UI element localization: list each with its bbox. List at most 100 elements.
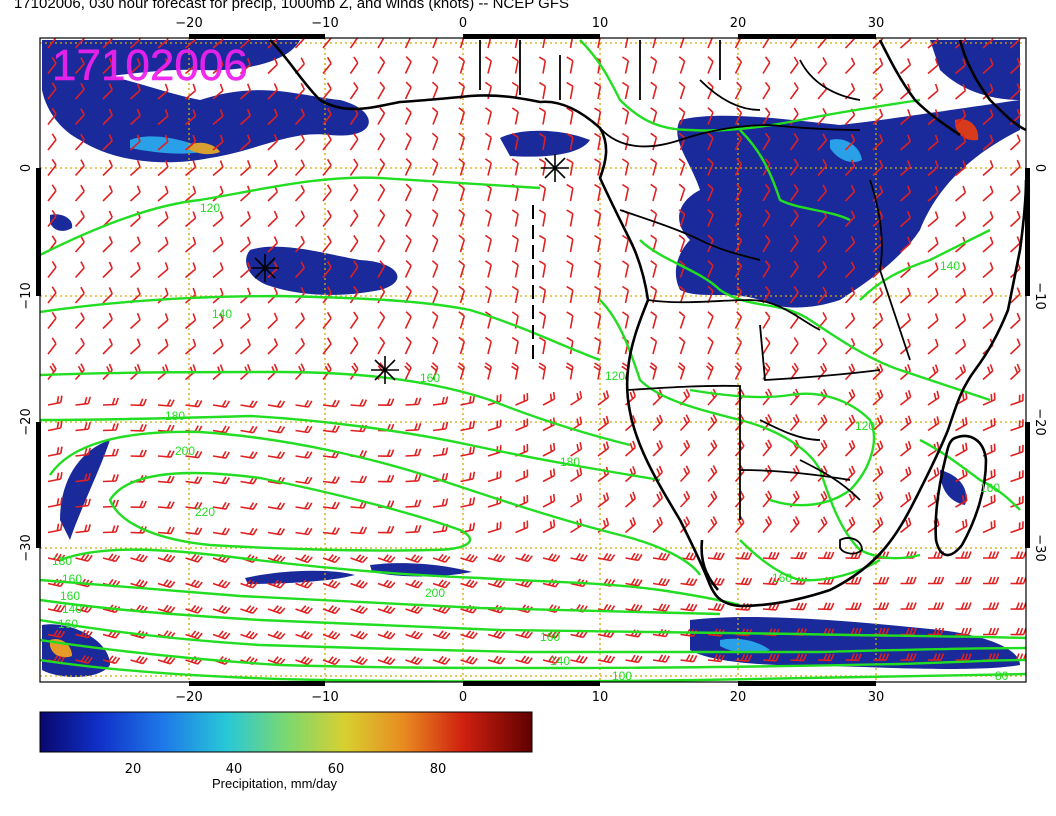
wind-barb [734,260,743,278]
wind-barb [844,414,856,432]
wind-barb [649,362,658,380]
wind-barb [322,235,332,253]
wind-barb [184,236,197,253]
wind-barb [405,422,422,432]
wind-barb [542,553,561,562]
wind-barb [239,160,251,177]
wind-barb [322,107,332,126]
wind-barb [322,554,341,564]
wind-barb [130,449,147,458]
lat-axis-left: 0 −10 −20 −30 [19,164,34,562]
wind-barb [511,234,519,253]
wind-barb [955,602,972,610]
lon-axis-top: −20 −10 0 10 20 30 [175,16,884,31]
wind-barb [240,502,258,510]
wind-barb [570,391,583,406]
wind-barb [240,527,258,536]
wind-barb [844,261,856,279]
wind-barb [212,579,231,589]
wind-barb [983,627,1000,636]
wind-barb [267,451,286,459]
frame-tick-bars [36,34,1030,686]
wind-barb [294,133,306,151]
wind-barb [129,185,141,202]
wind-barb [734,311,743,329]
wind-barb [322,158,332,177]
wind-barb [762,577,780,586]
wind-barb [872,389,884,406]
wind-barb [872,185,884,202]
wind-barb [650,132,658,151]
wind-barb [349,184,359,202]
wind-barb [762,551,780,560]
wind-barb [817,653,835,662]
wind-barb [102,474,119,483]
wind-barb [762,490,773,508]
country-border [759,419,861,501]
wind-barb [267,312,279,330]
wind-barb [762,628,780,637]
wind-barb [982,418,996,432]
wind-barb [624,389,637,406]
wind-barb [487,470,502,483]
wind-barb [621,107,630,125]
colorbar-ticks: 20 40 60 80 [125,762,447,777]
wind-barb [349,235,359,253]
wind-barb [625,603,643,613]
wind-barb [570,442,583,457]
wind-barb [927,262,939,279]
wind-barb [566,260,574,278]
wind-barb [322,260,332,279]
wind-barb [377,260,386,278]
wind-barb [538,183,547,202]
wind-barb [295,656,313,666]
wind-barb [652,654,670,663]
wind-barb [680,577,698,586]
wind-barb [678,285,686,304]
wind-barb [240,451,258,459]
contour-label: 140 [940,259,960,273]
wind-barb [511,209,519,227]
wind-barb [294,286,306,304]
wind-barb [677,362,686,380]
wind-barb [322,399,340,408]
wind-barb [431,107,439,125]
wind-barb [185,476,203,484]
wind-barb [593,362,602,380]
wind-barb [983,576,1000,585]
wind-barb [460,630,478,640]
wind-barb [377,81,386,100]
wind-barb [762,260,771,278]
wind-barb [294,184,306,202]
wind-barb [377,132,386,151]
wind-barb [74,286,85,304]
wind-barb [322,425,340,433]
wind-barb [129,83,141,100]
wind-barb [570,493,583,508]
wind-barb [789,414,800,432]
wind-barb [565,362,574,380]
wind-barb [267,554,286,564]
contour-label: 140 [212,307,232,321]
wind-barb [542,493,556,508]
wind-barb [817,551,835,560]
wind-barb [212,160,224,177]
lon-tick-label: −20 [175,690,202,705]
wind-barb [707,654,725,663]
wind-barb [900,492,912,508]
wind-barb [734,107,743,125]
wind-barb [431,132,439,151]
wind-barb [74,57,85,75]
wind-barb [294,82,306,100]
wind-barb [817,602,835,611]
wind-barb [762,311,771,329]
wind-barb [762,183,771,202]
wind-barb [47,337,57,355]
wind-barb [872,210,884,228]
wind-barb [625,552,643,562]
wind-barb [1009,287,1021,304]
wind-barb [157,211,169,228]
wind-barb [212,502,230,510]
wind-barb [680,552,698,561]
wind-barb [652,516,664,534]
